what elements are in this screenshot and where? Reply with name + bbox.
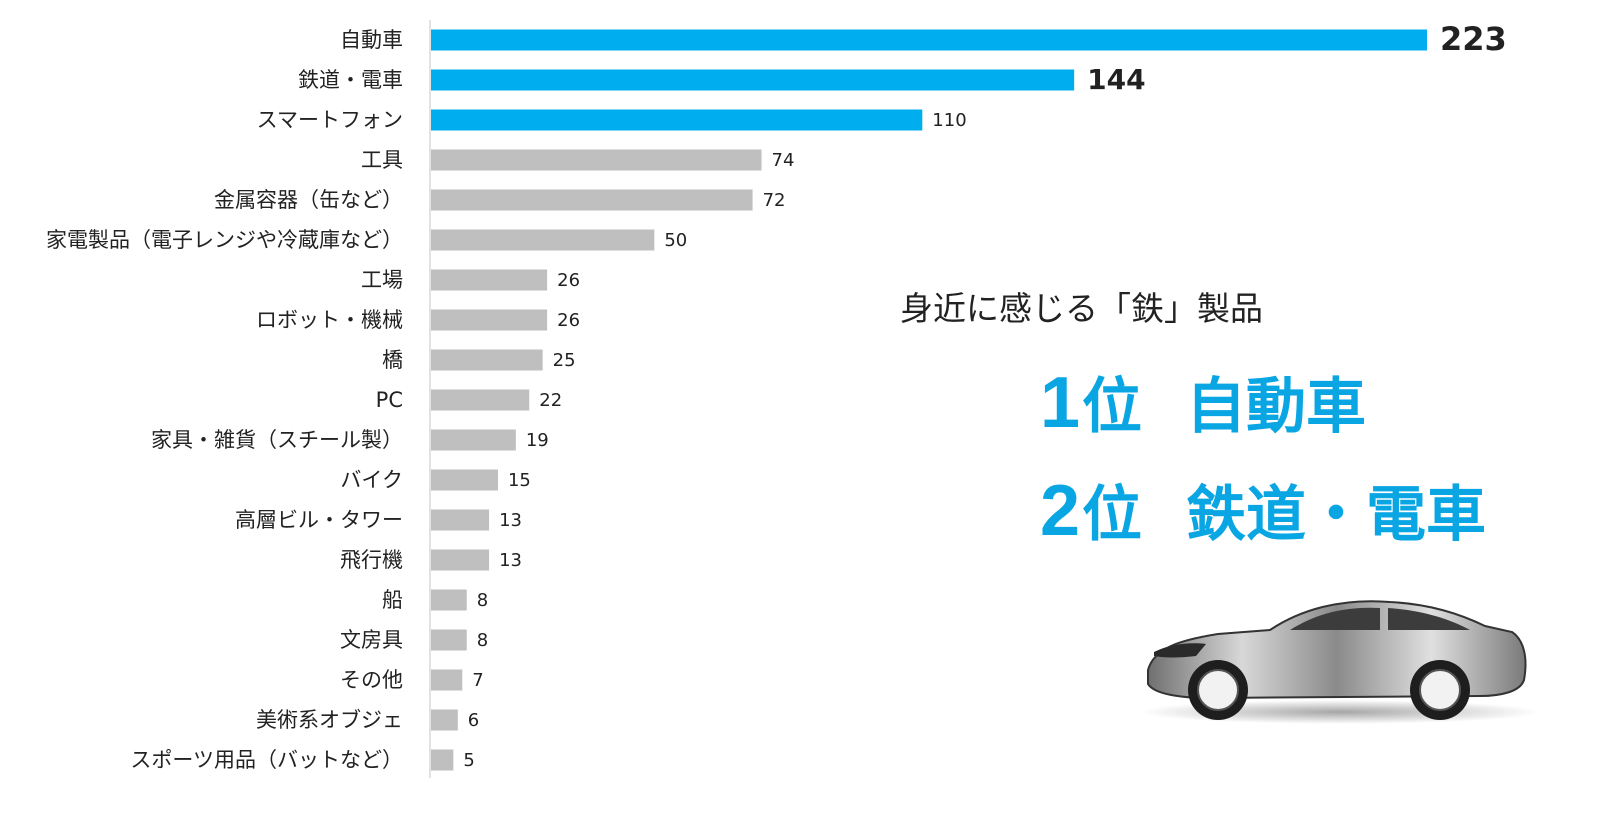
rank-unit: 位 bbox=[1082, 480, 1143, 550]
bar bbox=[431, 109, 923, 131]
value-label: 144 bbox=[1087, 63, 1145, 96]
bar bbox=[431, 429, 516, 451]
value-label: 6 bbox=[468, 710, 479, 731]
value-label: 50 bbox=[664, 230, 687, 251]
value-label: 19 bbox=[526, 430, 549, 451]
category-label: バイク bbox=[340, 468, 403, 492]
category-label: 文房具 bbox=[340, 628, 403, 652]
bar bbox=[431, 29, 1427, 51]
bar bbox=[431, 189, 753, 211]
category-label: 家具・雑貨（スチール製） bbox=[151, 428, 403, 452]
bar bbox=[431, 69, 1075, 91]
value-label: 22 bbox=[539, 390, 562, 411]
car-icon bbox=[1140, 600, 1540, 724]
rank-number: 2 bbox=[1040, 471, 1080, 551]
category-label: 金属容器（缶など） bbox=[214, 188, 403, 212]
category-label: 橋 bbox=[382, 348, 403, 372]
category-label: 高層ビル・タワー bbox=[235, 508, 403, 532]
value-label: 25 bbox=[553, 350, 576, 371]
category-label: 工具 bbox=[361, 148, 403, 172]
rank-number: 1 bbox=[1040, 363, 1080, 443]
category-label: 家電製品（電子レンジや冷蔵庫など） bbox=[46, 228, 403, 252]
value-label: 5 bbox=[463, 750, 474, 771]
bar bbox=[431, 389, 530, 411]
category-label: ロボット・機械 bbox=[256, 308, 403, 332]
category-label: 鉄道・電車 bbox=[298, 68, 403, 92]
category-label: 飛行機 bbox=[340, 548, 403, 572]
category-label: PC bbox=[376, 388, 403, 412]
value-label: 8 bbox=[477, 630, 488, 651]
value-label: 110 bbox=[932, 110, 966, 131]
bar bbox=[431, 669, 463, 691]
bar bbox=[431, 589, 467, 611]
rank-item: 自動車 bbox=[1186, 372, 1367, 442]
bar bbox=[431, 709, 458, 731]
bar bbox=[431, 509, 490, 531]
category-label: 自動車 bbox=[340, 28, 403, 52]
value-label: 223 bbox=[1440, 20, 1507, 58]
chart-headline: 身近に感じる「鉄」製品 bbox=[900, 289, 1263, 328]
rank-unit: 位 bbox=[1082, 372, 1143, 442]
bar bbox=[431, 149, 762, 171]
bar bbox=[431, 629, 467, 651]
category-label: スポーツ用品（バットなど） bbox=[130, 748, 403, 772]
value-label: 7 bbox=[472, 670, 483, 691]
value-label: 13 bbox=[499, 510, 522, 531]
category-label: その他 bbox=[340, 668, 403, 692]
bar bbox=[431, 309, 548, 331]
value-label: 72 bbox=[763, 190, 786, 211]
rank-second: 2位 鉄道・電車 bbox=[1040, 466, 1486, 553]
rank-item: 鉄道・電車 bbox=[1186, 480, 1487, 550]
rank-first: 1位 自動車 bbox=[1040, 358, 1366, 445]
bar bbox=[431, 229, 655, 251]
category-label: 美術系オブジェ bbox=[256, 708, 403, 732]
value-label: 15 bbox=[508, 470, 531, 491]
bar bbox=[431, 349, 543, 371]
value-label: 26 bbox=[557, 270, 580, 291]
bar bbox=[431, 469, 498, 491]
bar bbox=[431, 749, 454, 771]
category-label: 工場 bbox=[361, 268, 403, 292]
value-label: 26 bbox=[557, 310, 580, 331]
category-label: 船 bbox=[382, 588, 403, 612]
bar bbox=[431, 549, 490, 571]
category-label: スマートフォン bbox=[257, 108, 403, 132]
value-label: 13 bbox=[499, 550, 522, 571]
value-label: 74 bbox=[772, 150, 795, 171]
value-label: 8 bbox=[477, 590, 488, 611]
bar bbox=[431, 269, 548, 291]
